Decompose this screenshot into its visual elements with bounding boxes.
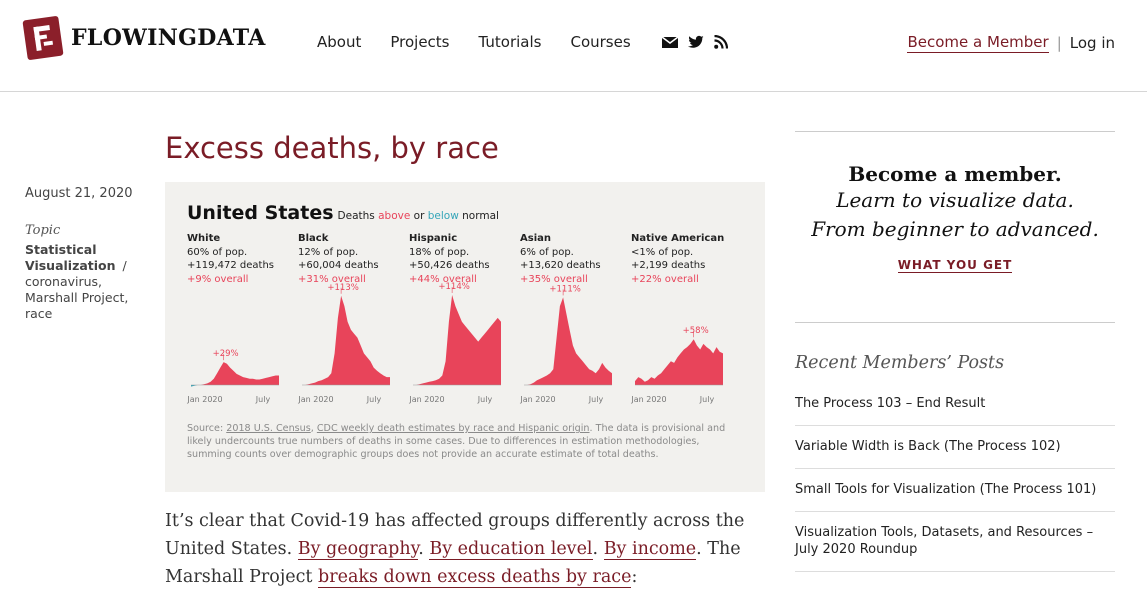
- x-tick-label: Jan 2020: [186, 395, 222, 404]
- area-series-black: [302, 295, 390, 385]
- chart-figure: United States Deaths above or below norma…: [165, 182, 765, 492]
- peak-label: +29%: [213, 349, 239, 359]
- group-name: White: [187, 233, 221, 244]
- tag-marshall-project[interactable]: Marshall Project,: [25, 290, 129, 305]
- group-hispanic: Hispanic 18% of pop. +50,426 deaths +44% ov…: [409, 232, 514, 286]
- area-series-native-american: [635, 339, 723, 385]
- group-native-american: Native American <1% of pop. +2,199 deaths +…: [631, 232, 736, 286]
- logo-text: FLOWINGDATA: [71, 25, 266, 51]
- group-pop: 18% of pop.: [409, 246, 470, 258]
- group-pop: 6% of pop.: [520, 246, 574, 258]
- figure-source: Source: 2018 U.S. Census, CDC weekly dea…: [187, 423, 726, 460]
- group-asian: Asian 6% of pop. +13,620 deaths +35% overal…: [520, 232, 625, 286]
- group-black: Black 12% of pop. +60,004 deaths +31% overa…: [298, 232, 403, 286]
- peak-label: +58%: [683, 326, 709, 336]
- tag-separator: /: [122, 258, 127, 273]
- peak-label: +111%: [549, 284, 580, 294]
- group-name: Black: [298, 233, 329, 244]
- link-by-geography[interactable]: By geography: [297, 539, 419, 560]
- promo-line-2: From beginner to advanced.: [811, 217, 1099, 241]
- mail-icon[interactable]: [661, 34, 679, 48]
- nav-projects[interactable]: Projects: [390, 33, 450, 51]
- nav-courses[interactable]: Courses: [570, 33, 631, 51]
- recent-posts-heading: Recent Members’ Posts: [795, 353, 1005, 373]
- tag-race[interactable]: race: [25, 306, 53, 321]
- peak-label: +114%: [438, 282, 469, 292]
- group-deaths: +60,004 deaths: [298, 260, 379, 271]
- x-tick-label: Jan 2020: [408, 395, 444, 404]
- figure-heading: United States Deaths above or below norma…: [187, 202, 499, 224]
- promo-heading: Become a member.: [848, 162, 1062, 186]
- x-tick-label: July: [255, 395, 271, 404]
- nav-about[interactable]: About: [317, 33, 362, 51]
- account-separator: |: [1056, 34, 1062, 52]
- promo-line-1: Learn to visualize data.: [836, 188, 1074, 212]
- logo-mark-icon: [22, 15, 64, 61]
- figure-subheading: Deaths above or below normal: [337, 210, 499, 222]
- link-excess-deaths-by-race[interactable]: breaks down excess deaths by race: [318, 567, 632, 588]
- link-by-education[interactable]: By education level: [429, 539, 593, 560]
- group-name: Hispanic: [409, 233, 458, 244]
- social-icons: [661, 34, 730, 49]
- rss-icon[interactable]: [714, 34, 730, 49]
- login-link[interactable]: Log in: [1069, 34, 1115, 52]
- tag-primary[interactable]: Statistical Visualization: [25, 242, 116, 273]
- tag-coronavirus[interactable]: coronavirus,: [25, 274, 103, 289]
- group-name: Native American: [631, 233, 725, 244]
- source-link-census[interactable]: 2018 U.S. Census: [226, 423, 311, 434]
- account-links: Become a Member | Log in: [907, 33, 1115, 53]
- x-tick-label: July: [588, 395, 604, 404]
- area-charts: +29% Jan 2020 July +113% Jan 2020 July +114% Ja…: [186, 282, 723, 404]
- area-series-asian: [524, 297, 612, 385]
- become-member-link[interactable]: Become a Member: [907, 33, 1049, 53]
- group-deaths: +119,472 deaths: [187, 260, 275, 271]
- nav-tutorials[interactable]: Tutorials: [478, 33, 542, 51]
- x-tick-label: July: [366, 395, 382, 404]
- group-deaths: +50,426 deaths: [409, 260, 490, 271]
- x-tick-label: Jan 2020: [630, 395, 666, 404]
- figure-heading-title: United States: [187, 202, 334, 224]
- group-name: Asian: [520, 233, 551, 244]
- what-you-get-link[interactable]: WHAT YOU GET: [897, 258, 1013, 273]
- list-item[interactable]: Variable Width is Back (The Process 102): [795, 426, 1115, 469]
- list-item[interactable]: Small Tools for Visualization (The Proce…: [795, 469, 1115, 512]
- x-tick-label: July: [477, 395, 493, 404]
- link-by-income[interactable]: By income: [603, 539, 697, 560]
- group-pop: <1% of pop.: [631, 246, 694, 258]
- topic-label: Topic: [25, 223, 61, 238]
- sidebar: Become a member. Learn to visualize data…: [795, 131, 1115, 572]
- x-tick-label: Jan 2020: [297, 395, 333, 404]
- group-overall: +35% overall: [520, 273, 588, 285]
- x-tick-label: July: [699, 395, 715, 404]
- group-overall: +22% overall: [631, 273, 699, 285]
- group-overall: +9% overall: [187, 273, 249, 285]
- list-item[interactable]: Visualization Tools, Datasets, and Resou…: [795, 512, 1115, 572]
- list-item[interactable]: The Process 103 – End Result: [795, 383, 1115, 426]
- source-link-cdc[interactable]: CDC weekly death estimates by race and H…: [316, 423, 590, 434]
- group-white: White 60% of pop. +119,472 deaths +9% overa…: [187, 232, 292, 286]
- site-logo[interactable]: FLOWINGDATA: [22, 15, 266, 61]
- peak-label: +113%: [327, 283, 358, 293]
- group-pop: 60% of pop.: [187, 246, 248, 258]
- recent-posts-list: The Process 103 – End Result Variable Wi…: [795, 383, 1115, 572]
- group-deaths: +2,199 deaths: [631, 260, 706, 271]
- article-paragraph: It’s clear that Covid-19 has affected gr…: [165, 511, 745, 588]
- post-title: Excess deaths, by race: [165, 131, 499, 165]
- site-header: FLOWINGDATA About Projects Tutorials Cou…: [0, 0, 1147, 92]
- twitter-icon[interactable]: [688, 34, 704, 48]
- area-series-hispanic: [413, 295, 501, 385]
- post-tags: Statistical Visualization / coronavirus,…: [25, 242, 140, 322]
- post-date: August 21, 2020: [25, 186, 133, 201]
- group-deaths: +13,620 deaths: [520, 260, 601, 271]
- x-tick-label: Jan 2020: [519, 395, 555, 404]
- group-overall: +44% overall: [409, 273, 477, 285]
- membership-promo: Become a member. Learn to visualize data…: [795, 131, 1115, 323]
- group-pop: 12% of pop.: [298, 246, 359, 258]
- area-series-white: [191, 362, 279, 385]
- main-nav: About Projects Tutorials Courses: [317, 33, 660, 51]
- group-overall: +31% overall: [298, 273, 366, 285]
- post-meta: August 21, 2020 Topic Statistical Visual…: [25, 186, 140, 322]
